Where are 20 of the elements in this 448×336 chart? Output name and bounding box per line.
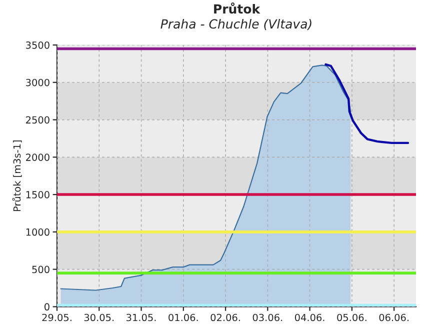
x-tick-label: 31.05. xyxy=(126,314,156,322)
y-axis-title: Průtok [m3s-1] xyxy=(12,140,22,212)
x-tick-label: 29.05. xyxy=(42,314,72,322)
x-tick-label: 03.06. xyxy=(252,314,282,322)
y-tick-label: 1500 xyxy=(26,191,50,198)
x-tick-label: 06.06. xyxy=(379,314,408,322)
x-tick-label: 30.05. xyxy=(84,314,114,322)
y-tick-label: 3000 xyxy=(26,78,50,86)
y-tick-label: 500 xyxy=(32,266,50,274)
x-tick-label: 01.06. xyxy=(168,314,198,322)
chart-title: Průtok xyxy=(214,2,260,14)
y-tick-label: 2000 xyxy=(26,154,50,161)
y-tick-label: 1000 xyxy=(26,228,50,236)
x-tick-label: 02.06. xyxy=(210,314,240,322)
x-tick-label: 04.06. xyxy=(294,314,324,322)
chart-subtitle: Praha - Chuchle (Vltava) xyxy=(160,18,312,30)
y-tick-label: 2500 xyxy=(26,116,50,124)
x-tick-label: 05.06. xyxy=(337,314,366,322)
y-tick-label: 3500 xyxy=(26,41,50,49)
y-tick-label: 0 xyxy=(44,303,50,311)
